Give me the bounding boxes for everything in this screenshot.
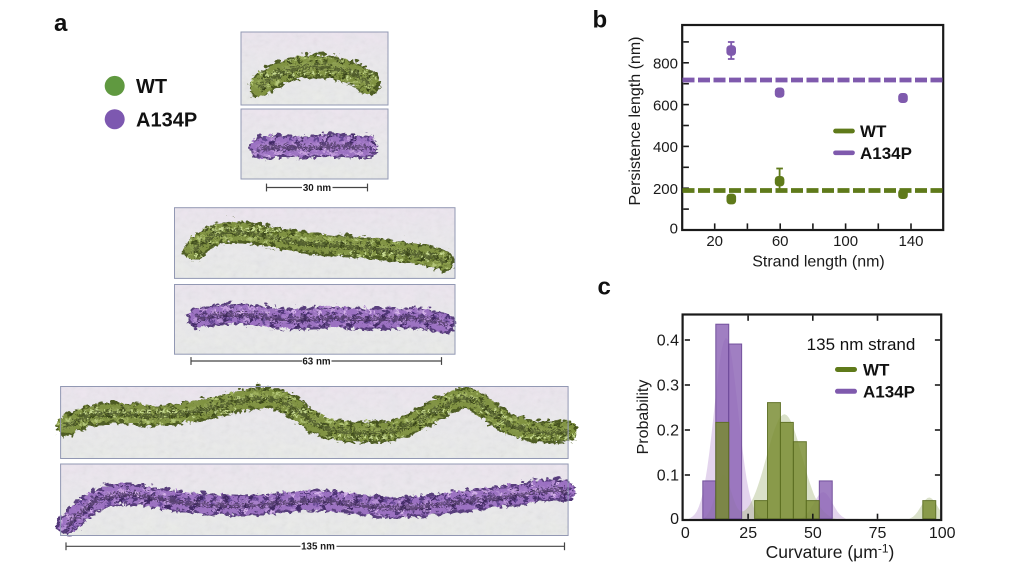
svg-text:Curvature (μm-1): Curvature (μm-1) — [766, 542, 895, 563]
svg-text:25: 25 — [739, 525, 757, 542]
svg-text:Persistence length (nm): Persistence length (nm) — [627, 37, 644, 206]
svg-text:140: 140 — [898, 233, 923, 250]
svg-text:50: 50 — [804, 525, 822, 542]
svg-text:75: 75 — [869, 525, 887, 542]
svg-text:0.2: 0.2 — [657, 422, 679, 439]
svg-text:800: 800 — [653, 56, 678, 73]
svg-text:0.3: 0.3 — [657, 377, 679, 394]
svg-text:WT: WT — [860, 122, 887, 141]
svg-text:60: 60 — [772, 233, 789, 250]
svg-text:20: 20 — [706, 233, 723, 250]
svg-text:0: 0 — [670, 511, 679, 528]
svg-text:63 nm: 63 nm — [302, 356, 331, 367]
svg-text:600: 600 — [653, 97, 678, 114]
svg-text:A134P: A134P — [863, 382, 915, 401]
svg-text:c: c — [598, 274, 611, 301]
svg-text:100: 100 — [833, 233, 858, 250]
svg-text:WT: WT — [863, 361, 890, 380]
svg-text:200: 200 — [653, 181, 678, 198]
svg-text:a: a — [54, 10, 68, 37]
svg-text:A134P: A134P — [136, 109, 197, 131]
svg-text:135 nm: 135 nm — [301, 542, 335, 553]
svg-text:0.4: 0.4 — [657, 332, 679, 349]
svg-text:0: 0 — [670, 221, 678, 238]
svg-text:135 nm strand: 135 nm strand — [807, 335, 916, 354]
svg-text:Probability: Probability — [635, 380, 652, 455]
svg-text:400: 400 — [653, 139, 678, 156]
svg-text:A134P: A134P — [860, 144, 912, 163]
svg-text:0: 0 — [681, 525, 690, 542]
svg-text:30 nm: 30 nm — [303, 183, 332, 194]
svg-text:b: b — [593, 7, 608, 34]
svg-text:WT: WT — [136, 76, 167, 98]
svg-text:Strand length (nm): Strand length (nm) — [752, 254, 885, 271]
svg-text:100: 100 — [929, 525, 956, 542]
svg-text:0.1: 0.1 — [657, 467, 679, 484]
